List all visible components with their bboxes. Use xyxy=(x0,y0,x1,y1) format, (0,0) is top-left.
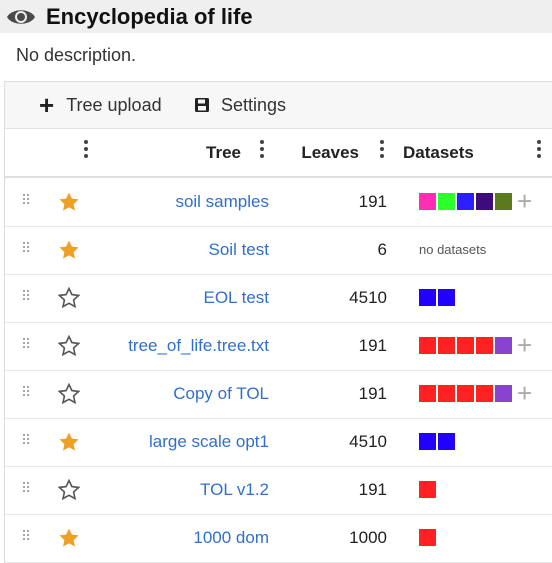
datasets-cell: no datasets xyxy=(419,239,486,259)
table-row[interactable]: TOL v1.2 191 xyxy=(5,466,552,515)
leaves-count: 4510 xyxy=(349,288,387,307)
table-row[interactable]: Soil test 6 no datasets xyxy=(5,226,552,275)
table-row[interactable]: EOL test 4510 xyxy=(5,274,552,323)
dataset-swatch[interactable] xyxy=(457,192,474,210)
drag-handle-icon[interactable] xyxy=(23,338,31,352)
toolbar: + Tree upload Settings xyxy=(5,82,552,129)
tree-name-link[interactable]: Soil test xyxy=(208,240,269,259)
leaves-count: 191 xyxy=(358,480,387,499)
dataset-swatch[interactable] xyxy=(419,480,436,498)
leaves-count: 1000 xyxy=(349,528,387,547)
plus-icon: + xyxy=(39,90,55,120)
star-outline-icon[interactable] xyxy=(58,287,80,309)
tree-name-link[interactable]: 1000 dom xyxy=(193,528,269,547)
dataset-swatch[interactable] xyxy=(495,336,512,354)
drag-handle-icon[interactable] xyxy=(23,386,31,400)
tree-name-link[interactable]: EOL test xyxy=(203,288,269,307)
datasets-column-menu-icon[interactable] xyxy=(537,140,543,160)
add-dataset-icon[interactable]: + xyxy=(517,378,533,408)
eye-icon xyxy=(7,10,35,24)
table-header: Tree Leaves Datasets xyxy=(5,129,552,178)
dataset-swatch[interactable] xyxy=(419,432,436,450)
datasets-cell: + xyxy=(419,378,533,408)
add-dataset-icon[interactable]: + xyxy=(517,330,533,360)
save-icon xyxy=(195,98,209,112)
leaves-count: 191 xyxy=(358,192,387,211)
tree-name-link[interactable]: large scale opt1 xyxy=(148,432,269,451)
star-filled-icon[interactable] xyxy=(58,239,80,261)
tree-table-panel: + Tree upload Settings Tree Leaves Datas… xyxy=(4,81,552,563)
datasets-cell xyxy=(419,527,438,547)
datasets-cell xyxy=(419,479,438,499)
table-row[interactable]: 1000 dom 1000 xyxy=(5,514,552,563)
drag-handle-icon[interactable] xyxy=(23,434,31,448)
no-datasets-text: no datasets xyxy=(419,241,487,257)
star-filled-icon[interactable] xyxy=(58,527,80,549)
dataset-swatch[interactable] xyxy=(457,384,474,402)
dataset-swatch[interactable] xyxy=(419,336,436,354)
column-header-tree[interactable]: Tree xyxy=(206,143,241,162)
dataset-swatch[interactable] xyxy=(419,288,436,306)
dataset-swatch[interactable] xyxy=(438,384,455,402)
drag-handle-icon[interactable] xyxy=(23,242,31,256)
star-outline-icon[interactable] xyxy=(58,383,80,405)
dataset-swatch[interactable] xyxy=(476,336,493,354)
table-row[interactable]: Copy of TOL 191 + xyxy=(5,370,552,419)
dataset-swatch[interactable] xyxy=(495,384,512,402)
tree-column-menu-icon[interactable] xyxy=(260,140,266,160)
star-filled-icon[interactable] xyxy=(58,191,80,213)
tree-name-link[interactable]: tree_of_life.tree.txt xyxy=(128,336,269,355)
dataset-swatch[interactable] xyxy=(438,288,455,306)
star-outline-icon[interactable] xyxy=(58,479,80,501)
column-header-datasets[interactable]: Datasets xyxy=(403,143,474,162)
leaves-count: 4510 xyxy=(349,432,387,451)
drag-handle-icon[interactable] xyxy=(23,530,31,544)
title-bar: Encyclopedia of life xyxy=(0,0,552,33)
leaves-count: 191 xyxy=(358,384,387,403)
leaves-column-menu-icon[interactable] xyxy=(380,140,386,160)
settings-label: Settings xyxy=(221,94,287,115)
dataset-swatch[interactable] xyxy=(419,192,436,210)
leaves-count: 191 xyxy=(358,336,387,355)
column-menu-icon[interactable] xyxy=(84,140,90,160)
dataset-swatch[interactable] xyxy=(438,336,455,354)
tree-name-link[interactable]: TOL v1.2 xyxy=(200,480,269,499)
dataset-swatch[interactable] xyxy=(476,192,493,210)
datasets-cell: + xyxy=(419,186,533,216)
tree-name-link[interactable]: Copy of TOL xyxy=(173,384,269,403)
drag-handle-icon[interactable] xyxy=(23,194,31,208)
dataset-swatch[interactable] xyxy=(419,384,436,402)
table-row[interactable]: soil samples 191 + xyxy=(5,178,552,227)
star-outline-icon[interactable] xyxy=(58,335,80,357)
page-description: No description. xyxy=(16,45,137,65)
dataset-swatch[interactable] xyxy=(476,384,493,402)
dataset-swatch[interactable] xyxy=(457,336,474,354)
add-dataset-icon[interactable]: + xyxy=(517,186,533,216)
table-row[interactable]: tree_of_life.tree.txt 191 + xyxy=(5,322,552,371)
star-filled-icon[interactable] xyxy=(58,431,80,453)
dataset-swatch[interactable] xyxy=(438,192,455,210)
page-title: Encyclopedia of life xyxy=(46,4,253,29)
column-header-leaves[interactable]: Leaves xyxy=(301,143,359,162)
drag-handle-icon[interactable] xyxy=(23,482,31,496)
dataset-swatch[interactable] xyxy=(495,192,512,210)
tree-upload-label: Tree upload xyxy=(66,94,162,115)
table-row[interactable]: large scale opt1 4510 xyxy=(5,418,552,467)
drag-handle-icon[interactable] xyxy=(23,290,31,304)
tree-upload-button[interactable]: + Tree upload xyxy=(39,91,162,119)
tree-name-link[interactable]: soil samples xyxy=(175,192,269,211)
datasets-cell xyxy=(419,287,457,307)
settings-button[interactable]: Settings xyxy=(195,91,286,119)
dataset-swatch[interactable] xyxy=(438,432,455,450)
datasets-cell xyxy=(419,431,457,451)
dataset-swatch[interactable] xyxy=(419,528,436,546)
leaves-count: 6 xyxy=(377,240,387,259)
datasets-cell: + xyxy=(419,330,533,360)
